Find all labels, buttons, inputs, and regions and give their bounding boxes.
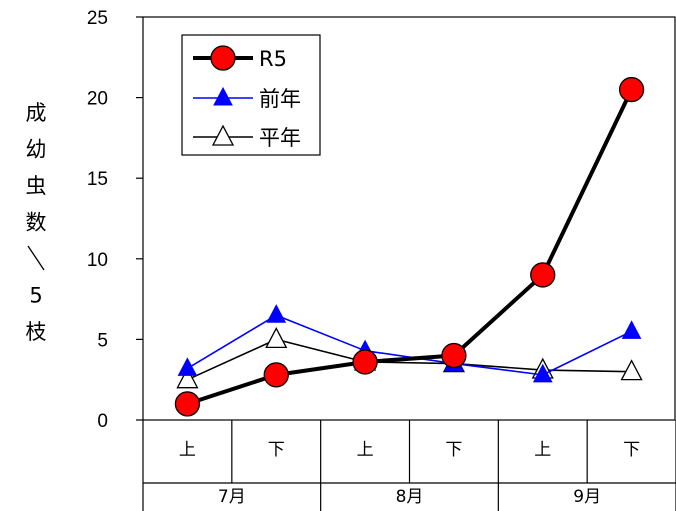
data-point-series-1 bbox=[263, 362, 289, 388]
y-tick-label: 5 bbox=[97, 330, 108, 351]
data-point-series-1 bbox=[618, 76, 645, 103]
y-tick-label: 10 bbox=[87, 250, 108, 271]
series-line-1 bbox=[186, 88, 634, 406]
legend-label: R5 bbox=[259, 47, 287, 71]
y-axis-label-char: 5 bbox=[29, 284, 42, 308]
y-axis-label-char: 数 bbox=[26, 211, 47, 235]
category-label: 下 bbox=[445, 440, 462, 460]
y-tick-label: 20 bbox=[87, 89, 108, 110]
y-axis-label-char: 虫 bbox=[26, 174, 47, 198]
data-point-series-3 bbox=[265, 327, 288, 349]
legend-label: 前年 bbox=[259, 87, 301, 111]
y-tick-label: 15 bbox=[87, 169, 108, 190]
legend-label: 平年 bbox=[259, 126, 301, 150]
category-label: 上 bbox=[179, 440, 196, 460]
data-point-series-3 bbox=[176, 367, 199, 389]
group-label: 8月 bbox=[396, 487, 424, 507]
data-point-series-1 bbox=[530, 262, 556, 288]
group-label: 7月 bbox=[218, 487, 246, 507]
data-point-series-2 bbox=[177, 357, 198, 376]
category-label: 下 bbox=[268, 440, 285, 460]
data-point-series-2 bbox=[266, 304, 287, 323]
data-point-series-1 bbox=[352, 349, 378, 375]
series-line-3 bbox=[187, 338, 632, 381]
category-label: 上 bbox=[534, 440, 551, 460]
y-tick-label: 25 bbox=[87, 8, 108, 29]
group-label: 9月 bbox=[573, 487, 601, 507]
series-line-2 bbox=[187, 314, 632, 376]
legend-marker bbox=[211, 124, 235, 146]
y-axis-label-char: 成 bbox=[26, 101, 47, 125]
category-label: 下 bbox=[623, 440, 640, 460]
category-label: 上 bbox=[357, 440, 374, 460]
data-point-series-2 bbox=[532, 363, 553, 383]
y-axis-label-char: 幼 bbox=[26, 138, 47, 162]
data-point-series-2 bbox=[621, 320, 642, 339]
legend-marker bbox=[210, 45, 236, 71]
data-point-series-3 bbox=[620, 359, 643, 381]
data-point-series-1 bbox=[174, 391, 201, 417]
legend-box bbox=[181, 34, 321, 156]
y-axis-label-slash bbox=[27, 245, 45, 271]
y-axis-label-char: 枝 bbox=[26, 320, 47, 344]
data-point-series-1 bbox=[441, 342, 467, 369]
y-tick-label: 0 bbox=[97, 411, 108, 432]
legend-marker bbox=[213, 86, 233, 106]
